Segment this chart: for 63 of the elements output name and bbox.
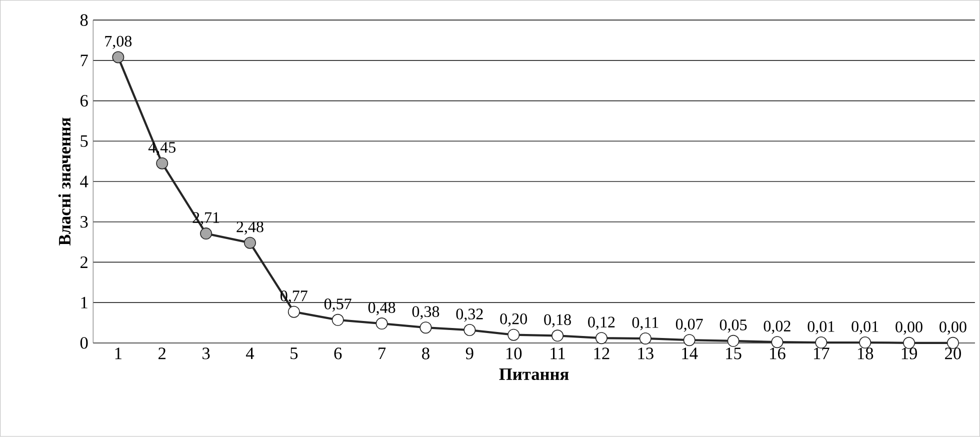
data-label: 0,32 (456, 308, 483, 322)
data-label: 0,00 (896, 322, 922, 335)
point (464, 324, 476, 336)
point (244, 236, 256, 249)
data-label: 0,11 (632, 317, 658, 330)
point (639, 332, 652, 345)
x-tick-label: 5 (290, 348, 298, 360)
x-tick-label: 12 (594, 348, 610, 360)
y-tick-label: 0 (80, 337, 88, 349)
x-tick-label: 11 (550, 348, 565, 360)
point (771, 336, 784, 348)
y-tick-label: 4 (80, 176, 88, 188)
data-label: 0,07 (676, 318, 703, 332)
point (683, 334, 696, 346)
x-tick-label: 6 (334, 348, 342, 360)
data-label: 0,48 (368, 302, 396, 316)
y-tick-label: 8 (80, 14, 88, 26)
point (727, 335, 740, 348)
x-tick-label: 9 (466, 348, 474, 360)
data-label: 0,01 (852, 321, 878, 334)
x-tick-label: 2 (158, 348, 166, 360)
x-tick-label: 7 (378, 348, 386, 360)
data-label: 0,05 (720, 320, 747, 333)
data-label: 2,48 (236, 222, 264, 235)
x-tick-label: 10 (506, 348, 522, 360)
point (508, 328, 520, 341)
x-tick-label: 8 (422, 348, 430, 360)
x-tick-label: 17 (814, 348, 830, 360)
y-tick-label: 6 (80, 95, 88, 107)
point (200, 228, 212, 240)
x-tick-label: 16 (770, 348, 786, 360)
point (420, 322, 432, 334)
data-label: 0,18 (544, 314, 571, 328)
x-tick-label: 1 (115, 348, 122, 360)
point (156, 157, 168, 170)
x-tick-label: 15 (726, 348, 742, 360)
data-label: 7,08 (105, 36, 132, 50)
y-axis-title: Власні значення (58, 118, 71, 246)
y-tick-label: 3 (80, 216, 88, 228)
y-tick-label: 2 (80, 256, 88, 268)
data-label: 0,12 (588, 316, 615, 330)
x-tick-label: 14 (682, 348, 698, 360)
x-tick-label: 4 (246, 348, 254, 360)
data-label: 0,01 (808, 321, 834, 334)
point (112, 51, 124, 64)
x-tick-label: 13 (638, 348, 654, 360)
data-label: 0,20 (500, 314, 527, 327)
x-tick-label: 19 (902, 348, 917, 360)
y-tick-label: 1 (81, 296, 88, 308)
point (376, 318, 388, 330)
x-axis-title: Питання (499, 368, 569, 380)
point (288, 306, 300, 318)
y-tick-label: 5 (80, 136, 88, 148)
point (552, 330, 564, 342)
x-tick-label: 20 (945, 348, 961, 360)
point (595, 332, 608, 344)
y-tick-label: 7 (80, 54, 88, 66)
data-label: 0,02 (764, 320, 790, 334)
data-label: 0,00 (940, 322, 966, 335)
x-tick-label: 18 (858, 348, 874, 360)
data-label: 0,38 (412, 306, 440, 320)
x-tick-label: 3 (202, 348, 210, 360)
point (332, 314, 344, 326)
